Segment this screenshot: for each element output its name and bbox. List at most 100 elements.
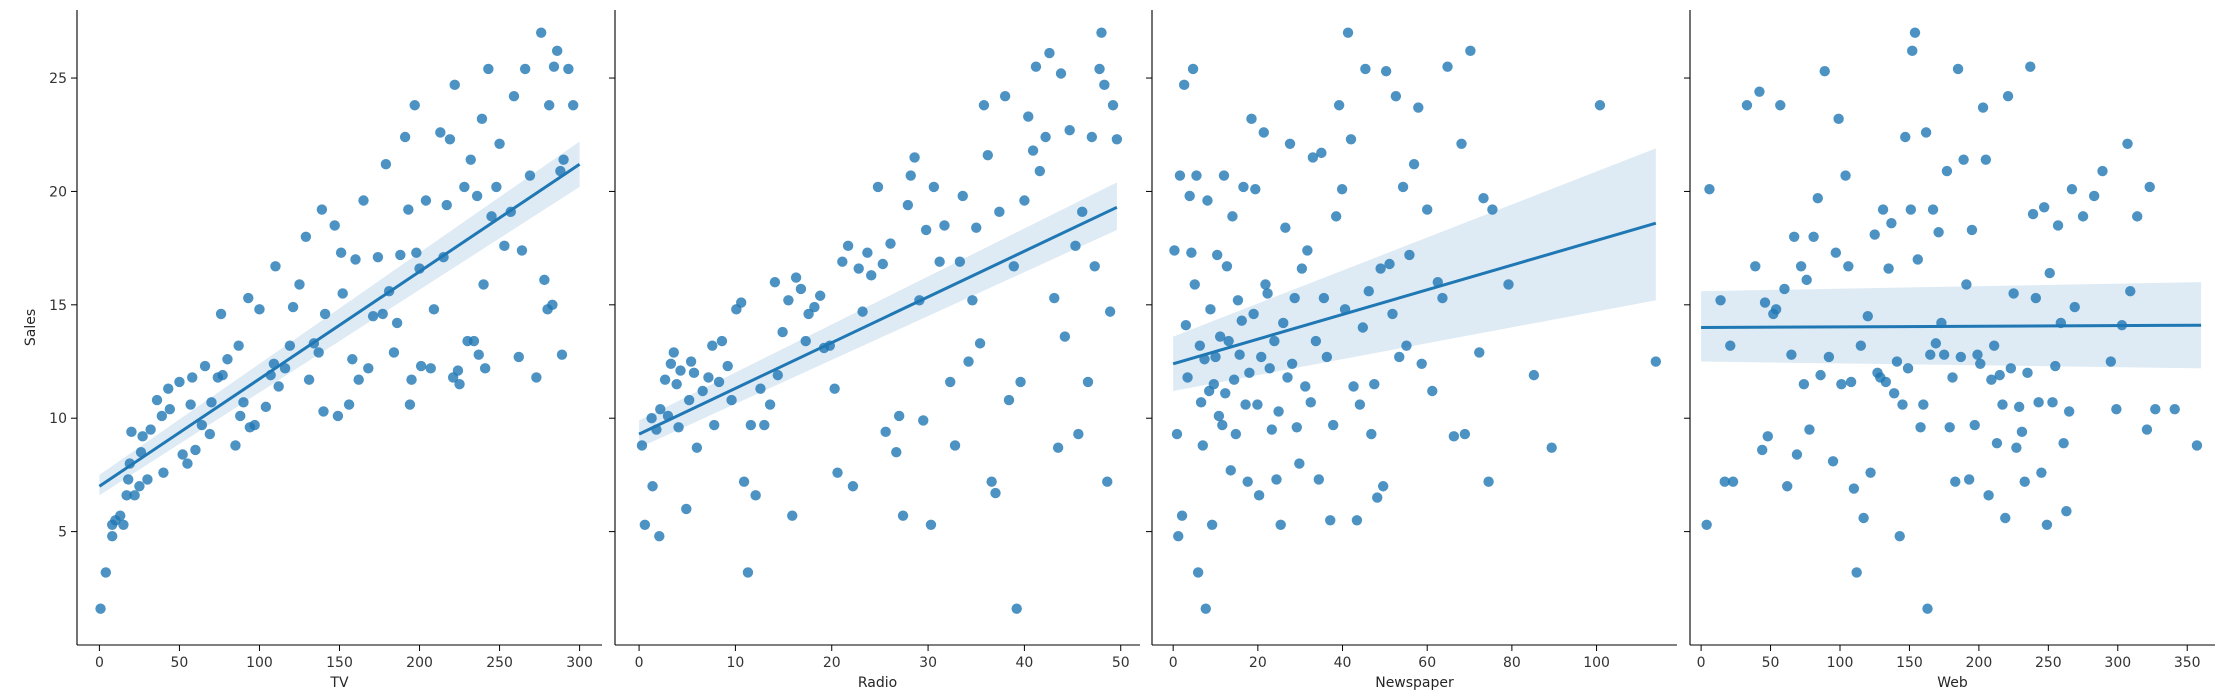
data-point (1413, 102, 1424, 113)
data-point (654, 530, 665, 542)
x-tick-label: 0 (1697, 655, 1706, 671)
data-point (1880, 376, 1892, 388)
data-point (1487, 204, 1498, 215)
data-point (380, 159, 392, 170)
data-point (185, 399, 196, 410)
data-point (688, 367, 700, 379)
data-point (2025, 61, 2036, 72)
data-point (1915, 422, 1926, 433)
data-point (939, 220, 950, 231)
data-point (454, 378, 465, 390)
data-point (2000, 512, 2011, 524)
data-point (954, 256, 966, 267)
data-point (1905, 204, 1917, 215)
data-point (1300, 381, 1311, 392)
data-point (1328, 419, 1339, 431)
data-point (388, 347, 400, 358)
data-point (449, 79, 460, 91)
data-point (2038, 202, 2050, 213)
data-point (1089, 261, 1100, 272)
data-point (673, 422, 684, 433)
data-point (1173, 530, 1184, 542)
data-point (377, 308, 388, 320)
data-point (1779, 283, 1790, 295)
x-tick-label: 100 (1827, 655, 1854, 671)
regression-line (98, 162, 581, 488)
data-point (1798, 378, 1810, 390)
data-point (1357, 322, 1369, 333)
data-point (1741, 100, 1753, 111)
data-point (452, 365, 464, 376)
data-point (1918, 399, 1929, 410)
data-point (1023, 111, 1034, 122)
data-point (909, 152, 920, 163)
data-point (1991, 437, 2003, 449)
data-point (1027, 145, 1039, 156)
y-axis-label: Sales (23, 309, 39, 346)
data-point (1333, 100, 1345, 111)
data-point (1169, 245, 1180, 256)
data-point (395, 249, 406, 261)
data-point (319, 308, 331, 320)
data-point (1070, 240, 1081, 252)
data-point (254, 304, 265, 315)
data-point (1503, 279, 1514, 290)
data-point (1836, 378, 1847, 390)
x-tick-label: 40 (1334, 655, 1352, 671)
x-tick-label: 300 (2104, 655, 2131, 671)
scatter-points (636, 27, 1123, 614)
data-point (1206, 519, 1218, 531)
data-point (2016, 426, 2028, 438)
data-point (1983, 490, 1994, 501)
data-point (1366, 428, 1377, 440)
data-point (1594, 100, 1606, 111)
x-tick-label: 250 (486, 655, 513, 671)
data-point (1920, 127, 1932, 138)
data-point (1171, 428, 1183, 440)
data-point (287, 301, 299, 313)
data-point (1342, 27, 1354, 38)
data-point (2011, 442, 2022, 453)
data-point (1049, 292, 1060, 304)
data-point (137, 431, 148, 442)
data-point (1107, 100, 1119, 111)
regression-line (1172, 221, 1657, 366)
data-point (1082, 376, 1094, 388)
data-point (1782, 481, 1793, 492)
data-point (1528, 369, 1540, 381)
data-point (1363, 286, 1374, 297)
data-point (829, 383, 840, 394)
data-point (928, 181, 940, 193)
data-point (963, 356, 974, 367)
data-point (1804, 424, 1815, 435)
data-point (2069, 301, 2080, 313)
data-point (1266, 424, 1278, 435)
data-point (1192, 567, 1204, 578)
data-point (1195, 397, 1207, 408)
data-point (95, 603, 106, 614)
data-point (853, 263, 864, 274)
data-point (471, 190, 483, 202)
data-point (2097, 165, 2108, 177)
data-point (1176, 510, 1188, 521)
data-point (790, 272, 802, 283)
data-point (1701, 519, 1712, 531)
data-point (519, 63, 531, 75)
data-point (925, 519, 937, 531)
data-point (2002, 90, 2014, 102)
scatter-points (1701, 27, 2203, 614)
data-point (1977, 102, 1989, 113)
x-tick-label: 60 (1418, 655, 1436, 671)
data-point (639, 519, 651, 531)
data-point (1258, 127, 1269, 138)
data-point (548, 61, 560, 72)
data-point (1369, 378, 1380, 390)
data-point (1191, 170, 1202, 181)
data-point (1189, 279, 1200, 290)
data-point (1230, 428, 1242, 440)
data-point (795, 283, 807, 295)
data-point (1372, 492, 1383, 503)
data-point (2061, 505, 2072, 517)
data-point (215, 308, 227, 320)
